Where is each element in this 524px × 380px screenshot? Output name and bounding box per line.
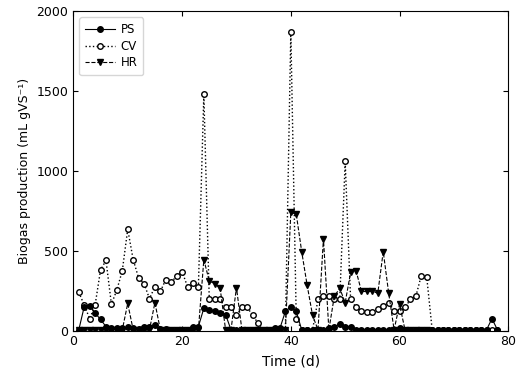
CV — [255, 321, 261, 326]
CV — [288, 30, 294, 35]
HR — [423, 328, 430, 332]
PS — [108, 326, 115, 331]
Line: PS: PS — [76, 303, 500, 332]
CV — [260, 328, 267, 332]
PS — [75, 328, 82, 332]
PS — [86, 304, 93, 308]
PS — [494, 328, 500, 332]
X-axis label: Time (d): Time (d) — [262, 354, 320, 368]
HR — [222, 328, 228, 332]
Y-axis label: Biogas production (mL gVS⁻¹): Biogas production (mL gVS⁻¹) — [18, 78, 31, 264]
PS — [217, 311, 223, 315]
HR — [157, 328, 163, 332]
HR — [179, 328, 185, 332]
CV — [299, 328, 305, 332]
PS — [260, 328, 267, 332]
PS — [293, 309, 299, 314]
Legend: PS, CV, HR: PS, CV, HR — [79, 17, 144, 75]
HR — [380, 249, 386, 254]
CV — [212, 297, 218, 302]
CV — [75, 290, 82, 294]
PS — [152, 323, 158, 327]
HR — [75, 328, 82, 332]
CV — [146, 296, 152, 301]
CV — [494, 328, 500, 332]
HR — [255, 328, 261, 332]
CV — [386, 300, 392, 305]
CV — [103, 258, 109, 263]
HR — [413, 328, 419, 332]
Line: HR: HR — [75, 209, 430, 333]
Line: CV: CV — [76, 29, 500, 332]
PS — [380, 328, 386, 332]
HR — [288, 210, 294, 215]
